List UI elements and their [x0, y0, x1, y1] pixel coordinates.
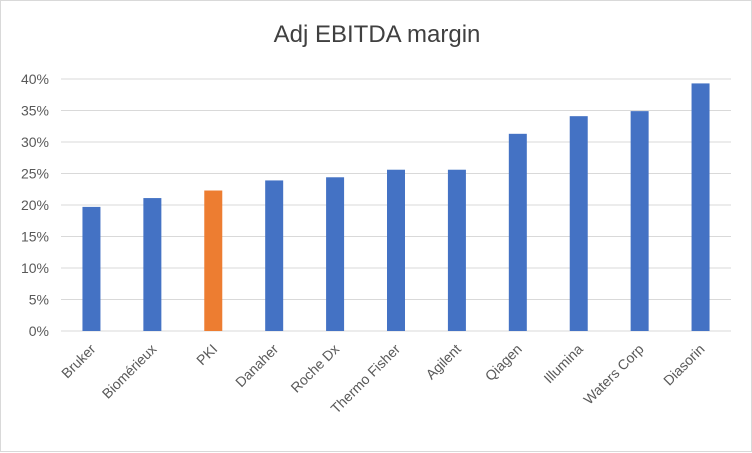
bar-agilent	[447, 169, 466, 331]
y-tick-label: 25%	[21, 166, 49, 182]
x-tick-label: Bruker	[58, 341, 99, 382]
y-tick-label: 20%	[21, 197, 49, 213]
y-tick-label: 10%	[21, 260, 49, 276]
bar-waters-corp	[630, 111, 649, 331]
y-tick-label: 0%	[29, 323, 49, 339]
x-tick-label: Illumina	[540, 341, 586, 387]
bar-roche-dx	[326, 177, 345, 331]
bar-bruker	[82, 206, 101, 331]
bar-biom-rieux	[143, 198, 162, 331]
chart-title: Adj EBITDA margin	[273, 21, 481, 48]
y-tick-label: 35%	[21, 103, 49, 119]
bar-pki	[204, 190, 223, 331]
bar-danaher	[265, 180, 284, 331]
x-tick-label: Agilent	[422, 341, 464, 383]
bar-illumina	[569, 116, 588, 331]
bar-qiagen	[508, 133, 527, 331]
y-tick-label: 40%	[21, 71, 49, 87]
y-tick-label: 30%	[21, 134, 49, 150]
x-tick-label: Roche Dx	[287, 341, 342, 396]
x-tick-label: Qiagen	[482, 341, 525, 384]
x-tick-label: Diasorin	[660, 341, 708, 389]
bar-diasorin	[691, 83, 710, 331]
y-tick-label: 15%	[21, 229, 49, 245]
x-tick-label: PKI	[193, 341, 220, 368]
x-tick-label: Waters Corp	[580, 341, 647, 408]
bar-thermo-fisher	[387, 169, 405, 331]
x-tick-label: Biomérieux	[99, 341, 160, 402]
x-tick-label: Danaher	[232, 341, 282, 391]
y-tick-label: 5%	[29, 292, 49, 308]
